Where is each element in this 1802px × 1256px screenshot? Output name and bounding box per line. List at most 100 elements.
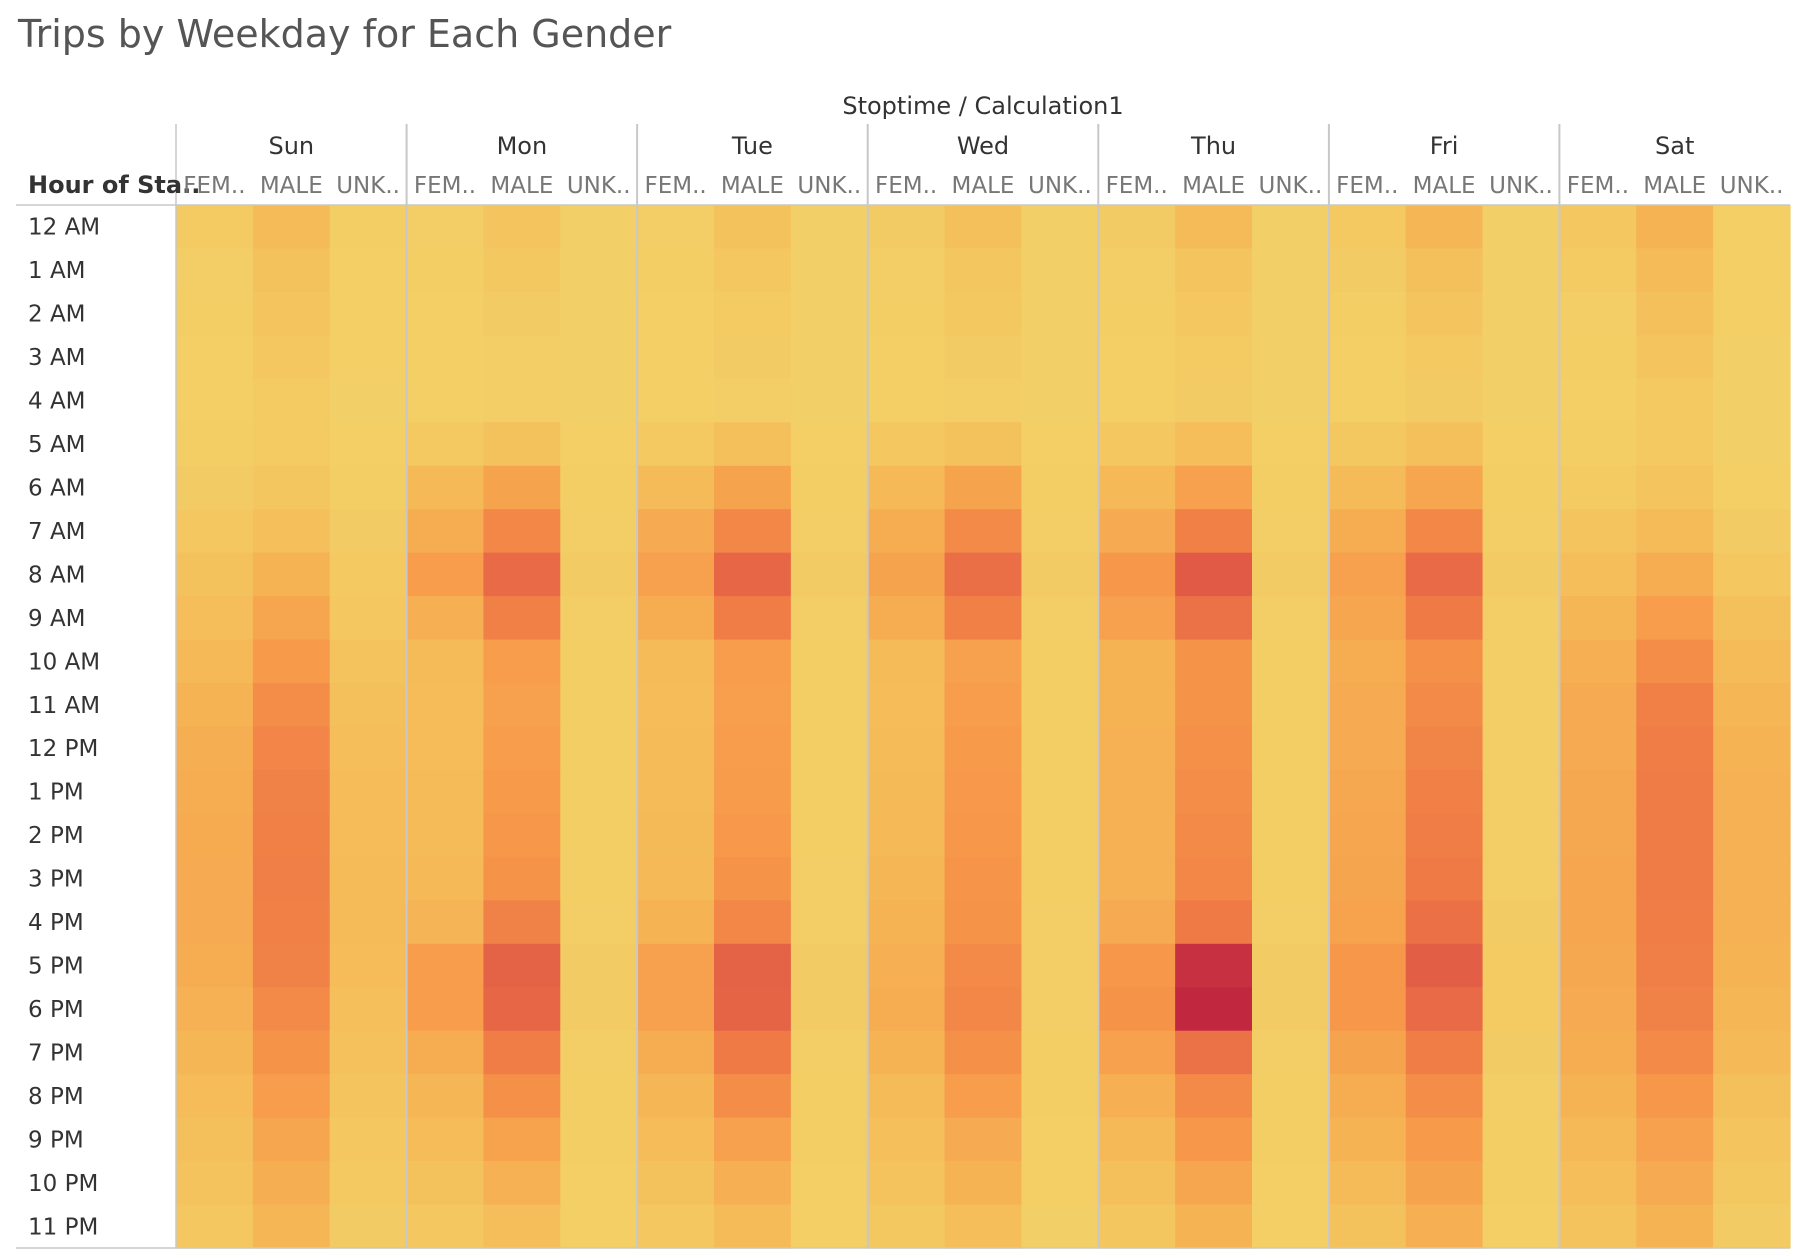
heatmap-cell-sun-male-1-am[interactable] (252, 248, 331, 293)
heatmap-cell-mon-unk-5-pm[interactable] (560, 943, 638, 988)
heatmap-cell-thu-unk-5-pm[interactable] (1252, 943, 1330, 988)
heatmap-cell-wed-male-12-pm[interactable] (944, 726, 1023, 771)
heatmap-cell-sat-male-4-pm[interactable] (1636, 900, 1714, 945)
heatmap-cell-wed-male-2-am[interactable] (944, 291, 1023, 336)
heatmap-cell-wed-fem-11-pm[interactable] (867, 1204, 946, 1249)
heatmap-cell-sun-fem-8-am[interactable] (176, 552, 254, 597)
heatmap-cell-sat-male-5-am[interactable] (1636, 422, 1714, 467)
heatmap-cell-sun-unk-4-pm[interactable] (329, 900, 408, 945)
heatmap-cell-sat-unk-10-am[interactable] (1713, 639, 1791, 684)
heatmap-cell-tue-unk-2-am[interactable] (790, 291, 869, 336)
heatmap-cell-fri-male-12-am[interactable] (1405, 205, 1484, 250)
heatmap-cell-fri-unk-8-pm[interactable] (1482, 1074, 1561, 1119)
heatmap-cell-tue-male-7-pm[interactable] (714, 1030, 792, 1075)
heatmap-cell-fri-male-2-am[interactable] (1405, 291, 1484, 336)
heatmap-cell-thu-male-9-pm[interactable] (1175, 1117, 1253, 1162)
heatmap-cell-thu-unk-9-am[interactable] (1252, 596, 1330, 641)
heatmap-cell-thu-fem-4-pm[interactable] (1098, 900, 1176, 945)
heatmap-cell-sat-fem-12-pm[interactable] (1559, 726, 1637, 771)
heatmap-cell-fri-unk-3-am[interactable] (1482, 335, 1561, 380)
heatmap-cell-fri-unk-10-am[interactable] (1482, 639, 1561, 684)
heatmap-cell-wed-unk-6-am[interactable] (1021, 465, 1099, 510)
heatmap-cell-thu-fem-5-pm[interactable] (1098, 943, 1176, 988)
heatmap-cell-sun-fem-12-am[interactable] (176, 205, 254, 250)
heatmap-cell-sun-fem-5-pm[interactable] (176, 943, 254, 988)
heatmap-cell-sun-male-3-am[interactable] (252, 335, 331, 380)
heatmap-cell-sat-fem-1-pm[interactable] (1559, 769, 1637, 815)
heatmap-cell-sun-unk-1-am[interactable] (329, 248, 408, 293)
heatmap-cell-sun-unk-8-am[interactable] (329, 552, 408, 597)
heatmap-cell-sat-male-9-am[interactable] (1636, 596, 1714, 641)
heatmap-cell-tue-unk-11-am[interactable] (790, 683, 869, 728)
heatmap-cell-mon-male-5-am[interactable] (483, 422, 561, 467)
heatmap-cell-tue-unk-6-am[interactable] (790, 465, 869, 510)
heatmap-cell-thu-unk-8-am[interactable] (1252, 552, 1330, 597)
heatmap-cell-thu-fem-2-am[interactable] (1098, 291, 1176, 336)
heatmap-cell-tue-unk-1-pm[interactable] (790, 769, 869, 815)
heatmap-cell-sun-male-8-pm[interactable] (252, 1074, 331, 1119)
heatmap-cell-wed-fem-1-pm[interactable] (867, 769, 946, 815)
heatmap-cell-tue-fem-5-pm[interactable] (637, 943, 715, 988)
heatmap-cell-tue-unk-4-pm[interactable] (790, 900, 869, 945)
heatmap-cell-sun-unk-1-pm[interactable] (329, 769, 408, 815)
heatmap-cell-mon-male-6-am[interactable] (483, 465, 561, 510)
heatmap-cell-sun-unk-9-am[interactable] (329, 596, 408, 641)
heatmap-cell-tue-fem-8-am[interactable] (637, 552, 715, 597)
heatmap-cell-tue-fem-2-am[interactable] (637, 291, 715, 336)
heatmap-cell-tue-fem-11-pm[interactable] (637, 1204, 715, 1249)
heatmap-cell-mon-male-3-am[interactable] (483, 335, 561, 380)
heatmap-cell-thu-unk-7-am[interactable] (1252, 509, 1330, 554)
heatmap-cell-sun-unk-10-am[interactable] (329, 639, 408, 684)
heatmap-cell-tue-fem-7-pm[interactable] (637, 1030, 715, 1075)
heatmap-cell-thu-fem-10-am[interactable] (1098, 639, 1176, 684)
heatmap-cell-fri-fem-1-am[interactable] (1328, 248, 1407, 293)
heatmap-cell-sat-fem-4-pm[interactable] (1559, 900, 1637, 945)
heatmap-cell-thu-male-9-am[interactable] (1175, 596, 1253, 641)
heatmap-cell-thu-unk-12-pm[interactable] (1252, 726, 1330, 771)
heatmap-cell-tue-fem-9-am[interactable] (637, 596, 715, 641)
heatmap-cell-wed-fem-3-pm[interactable] (867, 856, 946, 901)
heatmap-cell-sun-unk-11-am[interactable] (329, 683, 408, 728)
heatmap-cell-wed-male-5-am[interactable] (944, 422, 1023, 467)
heatmap-cell-fri-fem-6-am[interactable] (1328, 465, 1407, 510)
heatmap-cell-thu-male-7-am[interactable] (1175, 509, 1253, 554)
heatmap-cell-mon-unk-5-am[interactable] (560, 422, 638, 467)
heatmap-cell-sat-male-9-pm[interactable] (1636, 1117, 1714, 1162)
heatmap-cell-sat-unk-5-am[interactable] (1713, 422, 1791, 467)
heatmap-cell-sun-unk-10-pm[interactable] (329, 1161, 408, 1206)
heatmap-cell-mon-fem-4-am[interactable] (406, 378, 485, 423)
heatmap-cell-sat-unk-2-pm[interactable] (1713, 813, 1791, 858)
heatmap-cell-fri-male-7-am[interactable] (1405, 509, 1484, 554)
heatmap-cell-thu-male-10-pm[interactable] (1175, 1161, 1253, 1206)
heatmap-cell-fri-male-8-am[interactable] (1405, 552, 1484, 597)
heatmap-cell-wed-unk-2-am[interactable] (1021, 291, 1099, 336)
heatmap-cell-sun-fem-3-am[interactable] (176, 335, 254, 380)
heatmap-cell-tue-male-10-am[interactable] (714, 639, 792, 684)
heatmap-cell-sat-male-2-am[interactable] (1636, 291, 1714, 336)
heatmap-cell-tue-unk-4-am[interactable] (790, 378, 869, 423)
heatmap-cell-sun-fem-10-pm[interactable] (176, 1161, 254, 1206)
heatmap-cell-wed-unk-5-pm[interactable] (1021, 943, 1099, 988)
heatmap-cell-thu-male-2-am[interactable] (1175, 291, 1253, 336)
heatmap-cell-wed-male-7-am[interactable] (944, 509, 1023, 554)
heatmap-cell-sat-fem-3-am[interactable] (1559, 335, 1637, 380)
heatmap-cell-tue-male-4-am[interactable] (714, 378, 792, 423)
heatmap-cell-wed-unk-11-pm[interactable] (1021, 1204, 1099, 1249)
heatmap-cell-sun-male-3-pm[interactable] (252, 856, 331, 901)
heatmap-cell-wed-male-1-am[interactable] (944, 248, 1023, 293)
heatmap-cell-tue-unk-12-pm[interactable] (790, 726, 869, 771)
heatmap-cell-sat-male-5-pm[interactable] (1636, 943, 1714, 988)
heatmap-cell-sat-male-3-am[interactable] (1636, 335, 1714, 380)
heatmap-cell-fri-unk-4-am[interactable] (1482, 378, 1561, 423)
heatmap-cell-fri-male-1-am[interactable] (1405, 248, 1484, 293)
heatmap-cell-wed-unk-4-pm[interactable] (1021, 900, 1099, 945)
heatmap-cell-fri-unk-11-pm[interactable] (1482, 1204, 1561, 1249)
heatmap-cell-mon-unk-12-pm[interactable] (560, 726, 638, 771)
heatmap-cell-fri-unk-5-pm[interactable] (1482, 943, 1561, 988)
heatmap-cell-fri-male-4-pm[interactable] (1405, 900, 1484, 945)
heatmap-cell-fri-unk-7-pm[interactable] (1482, 1030, 1561, 1075)
heatmap-cell-thu-male-11-pm[interactable] (1175, 1204, 1253, 1249)
heatmap-cell-wed-unk-7-am[interactable] (1021, 509, 1099, 554)
heatmap-cell-wed-fem-2-pm[interactable] (867, 813, 946, 858)
heatmap-cell-fri-fem-11-am[interactable] (1328, 683, 1407, 728)
